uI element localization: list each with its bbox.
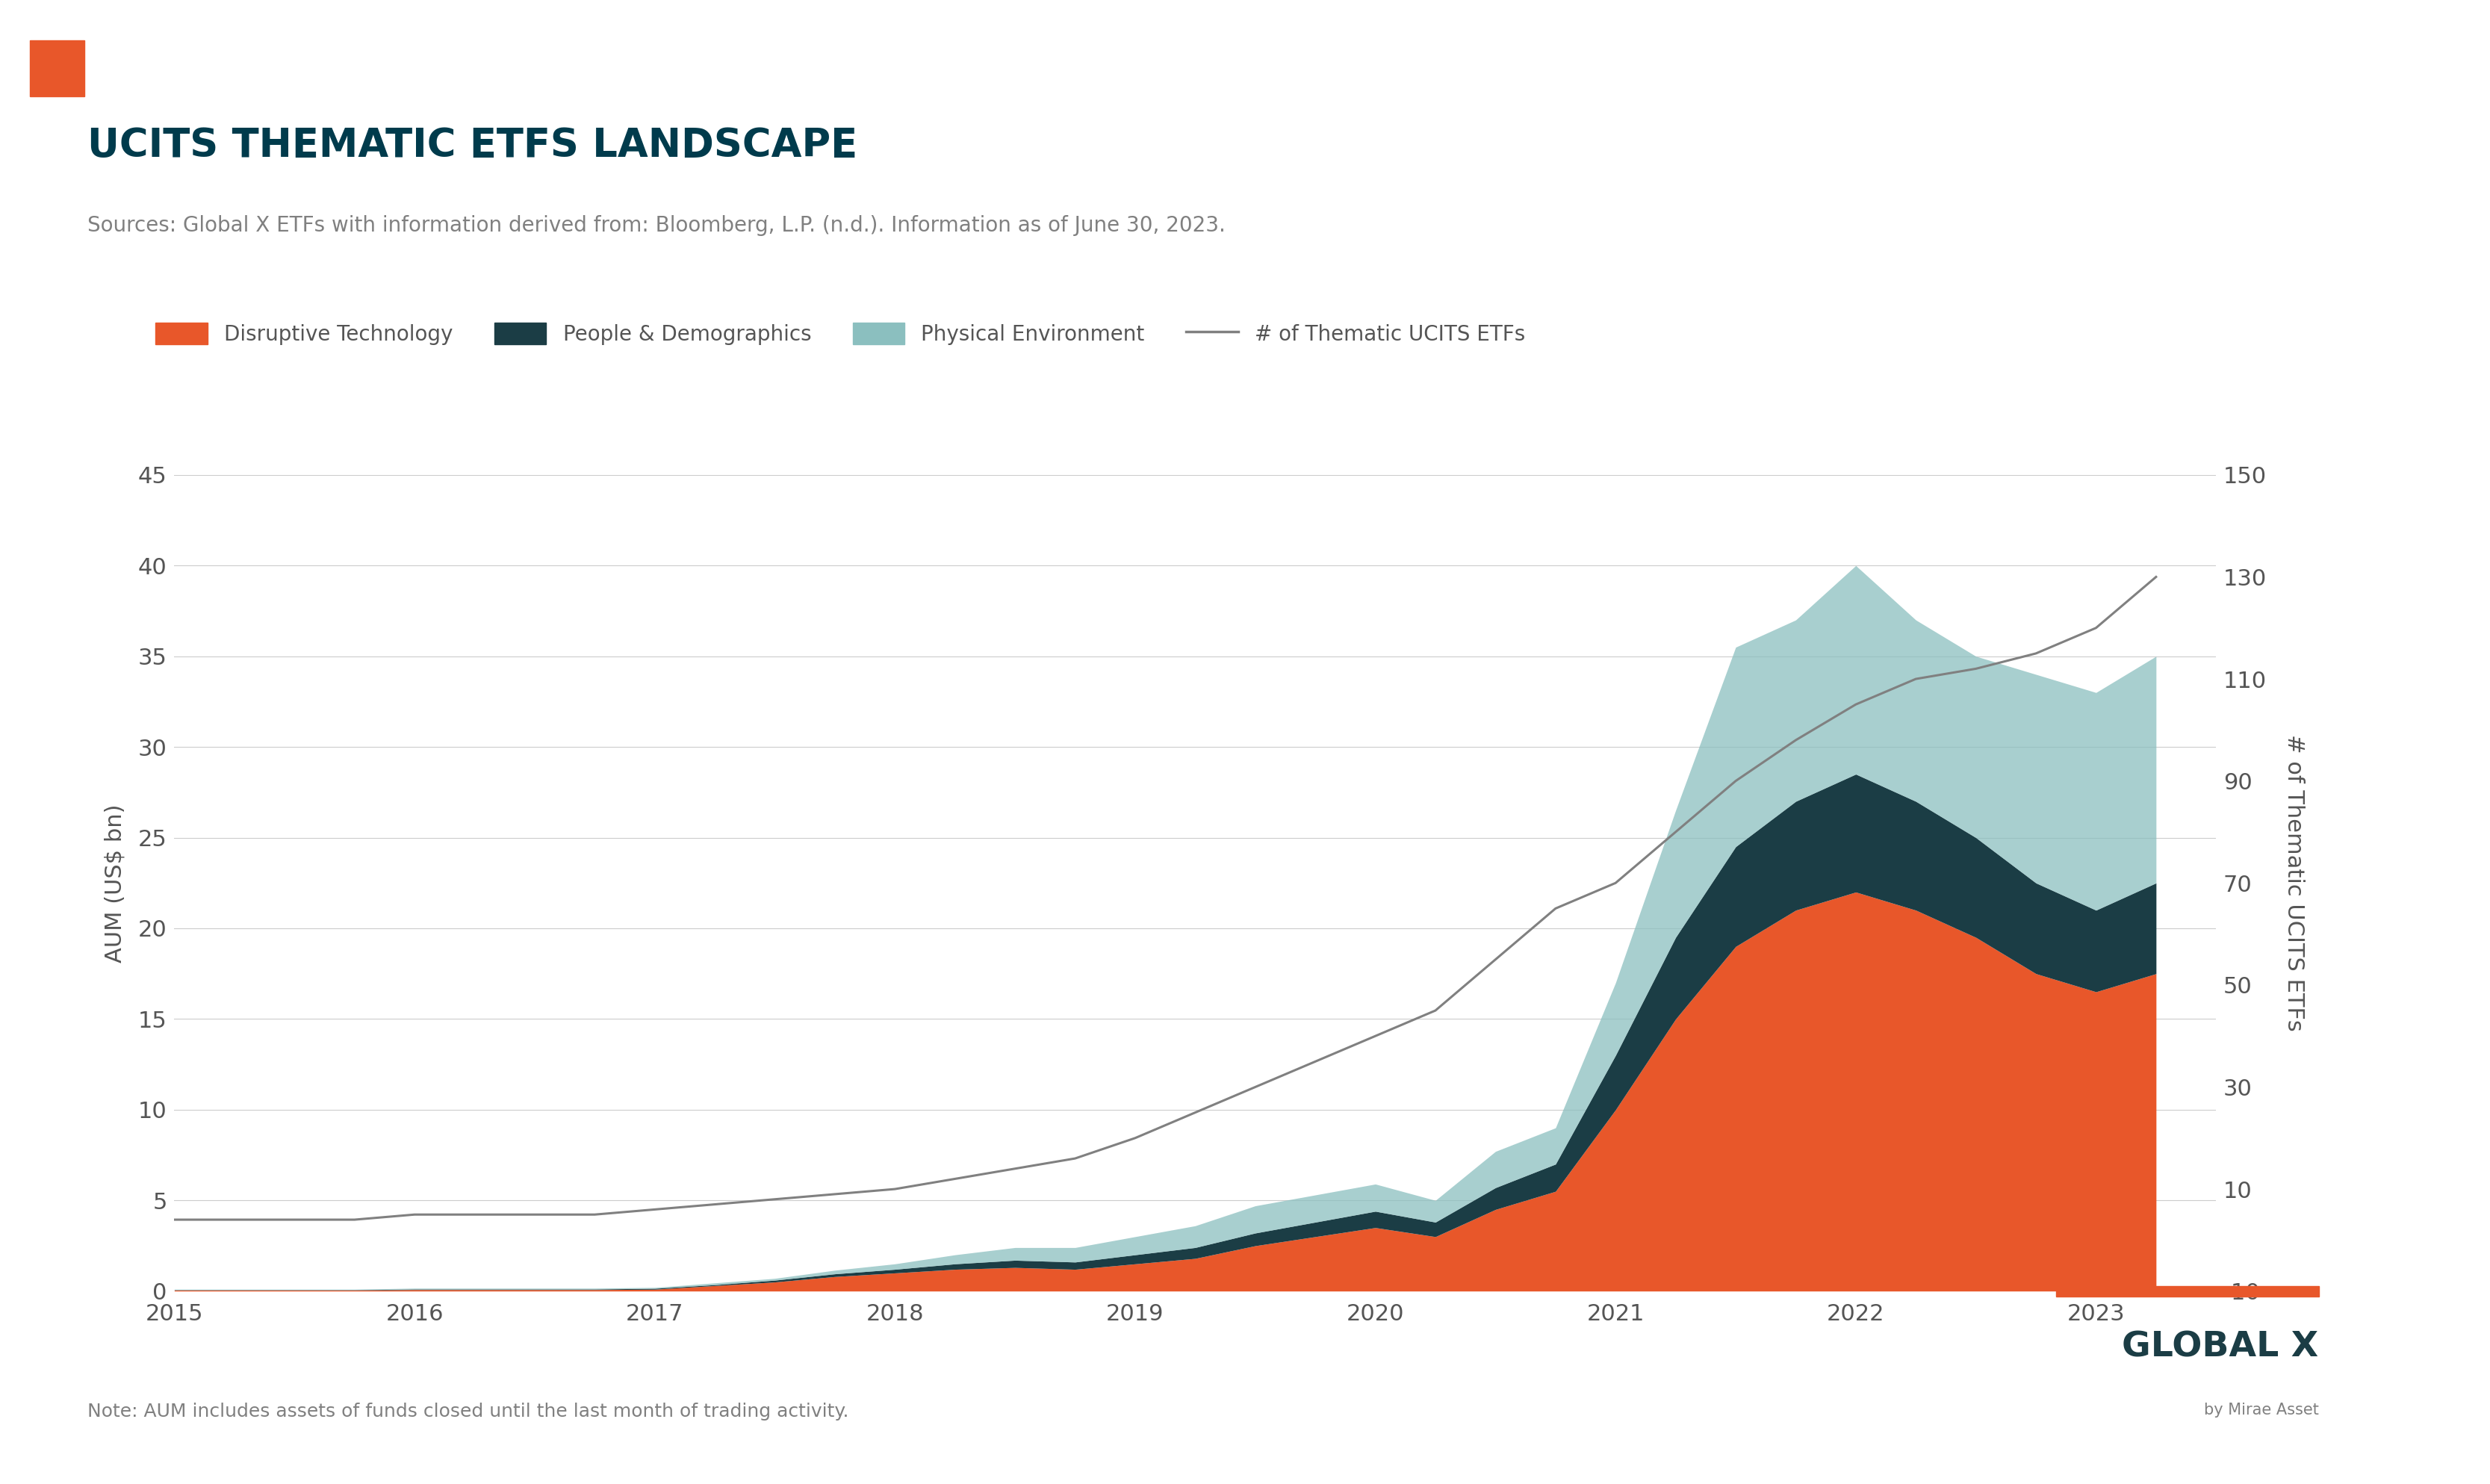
Y-axis label: # of Thematic UCITS ETFs: # of Thematic UCITS ETFs — [2283, 735, 2306, 1031]
FancyArrow shape — [2057, 1285, 2318, 1297]
Text: by Mirae Asset: by Mirae Asset — [2204, 1402, 2318, 1417]
Y-axis label: AUM (US$ bn): AUM (US$ bn) — [105, 804, 125, 962]
Text: UCITS THEMATIC ETFS LANDSCAPE: UCITS THEMATIC ETFS LANDSCAPE — [87, 126, 857, 165]
Text: Sources: Global X ETFs with information derived from: Bloomberg, L.P. (n.d.). In: Sources: Global X ETFs with information … — [87, 215, 1225, 236]
Text: Note: AUM includes assets of funds closed until the last month of trading activi: Note: AUM includes assets of funds close… — [87, 1402, 849, 1420]
Text: GLOBAL X: GLOBAL X — [2121, 1331, 2318, 1364]
Legend: Disruptive Technology, People & Demographics, Physical Environment, # of Themati: Disruptive Technology, People & Demograp… — [147, 315, 1534, 353]
